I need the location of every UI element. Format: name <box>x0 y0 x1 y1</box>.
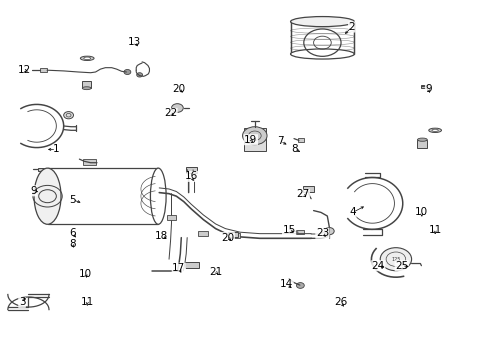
Text: 19: 19 <box>244 135 258 145</box>
Text: 12: 12 <box>18 65 31 75</box>
Text: 21: 21 <box>209 267 222 277</box>
Ellipse shape <box>429 128 441 132</box>
Text: 8: 8 <box>69 239 76 249</box>
Bar <box>82 81 91 88</box>
Bar <box>303 186 314 192</box>
Text: 11: 11 <box>80 297 94 307</box>
Ellipse shape <box>291 49 354 59</box>
Text: 7: 7 <box>277 136 284 146</box>
Circle shape <box>324 228 334 235</box>
Text: 15: 15 <box>282 225 296 235</box>
Circle shape <box>137 73 143 77</box>
Text: 8: 8 <box>292 144 298 154</box>
Ellipse shape <box>417 138 427 141</box>
Bar <box>417 140 427 148</box>
Circle shape <box>172 104 183 112</box>
Circle shape <box>296 283 304 288</box>
Bar <box>230 233 240 238</box>
Bar <box>228 232 238 237</box>
Text: 27: 27 <box>296 189 310 199</box>
Text: 6: 6 <box>69 228 76 238</box>
Circle shape <box>64 112 74 119</box>
Bar <box>185 262 199 268</box>
Text: 5: 5 <box>69 195 76 205</box>
Bar <box>296 230 304 234</box>
Bar <box>291 22 354 54</box>
Text: 13: 13 <box>128 37 142 48</box>
Text: 17: 17 <box>172 263 186 273</box>
Text: 14: 14 <box>280 279 294 289</box>
Text: 18: 18 <box>155 231 169 241</box>
Text: 2: 2 <box>348 22 355 32</box>
Circle shape <box>243 127 267 145</box>
Circle shape <box>380 248 412 271</box>
Bar <box>83 159 96 165</box>
Bar <box>298 138 304 142</box>
Text: 125: 125 <box>391 257 401 262</box>
Text: 20: 20 <box>221 233 234 243</box>
Ellipse shape <box>82 87 91 90</box>
Text: 22: 22 <box>164 108 177 118</box>
Text: 10: 10 <box>79 269 92 279</box>
Bar <box>38 168 47 171</box>
Bar <box>186 167 197 173</box>
Text: 11: 11 <box>428 225 442 235</box>
Ellipse shape <box>291 17 354 27</box>
Ellipse shape <box>34 168 61 224</box>
Bar <box>421 85 431 88</box>
Text: 9: 9 <box>30 186 37 196</box>
Circle shape <box>124 69 131 75</box>
Text: 23: 23 <box>316 228 329 238</box>
Text: 4: 4 <box>349 207 356 217</box>
Bar <box>244 128 266 151</box>
Ellipse shape <box>432 129 439 131</box>
Text: 20: 20 <box>172 84 185 94</box>
Text: 16: 16 <box>184 171 198 181</box>
Text: 1: 1 <box>53 144 60 154</box>
Text: 10: 10 <box>415 207 428 217</box>
Text: 25: 25 <box>395 261 409 271</box>
Bar <box>167 215 176 220</box>
Bar <box>198 231 208 236</box>
Text: 24: 24 <box>371 261 385 271</box>
Text: 26: 26 <box>334 297 347 307</box>
Bar <box>40 68 47 72</box>
Ellipse shape <box>80 56 94 60</box>
Text: 3: 3 <box>19 297 25 307</box>
Text: 9: 9 <box>425 84 432 94</box>
Ellipse shape <box>84 57 91 59</box>
Ellipse shape <box>150 168 166 224</box>
